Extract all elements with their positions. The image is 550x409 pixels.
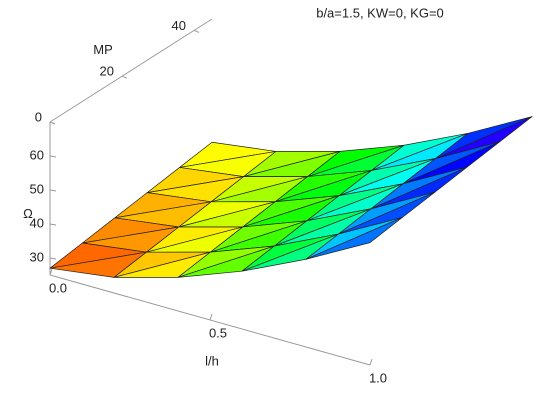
y-tick [121, 75, 128, 79]
z-tick [49, 155, 57, 158]
y-tick-label: 40 [172, 18, 186, 33]
x-tick [209, 313, 213, 321]
z-tick-label: 50 [30, 181, 44, 196]
chart-title: b/a=1.5, KW=0, KG=0 [316, 5, 444, 20]
z-tick [49, 223, 57, 226]
z-axis-label: Ω [23, 206, 33, 221]
z-tick [49, 257, 57, 260]
y-tick-label: 20 [100, 64, 114, 79]
y-tick [193, 29, 200, 33]
x-tick-label: 0.0 [49, 280, 67, 295]
z-tick [49, 189, 57, 192]
y-tick [49, 121, 56, 125]
x-tick-label: 0.5 [209, 325, 227, 340]
x-tick-label: 1.0 [369, 370, 387, 385]
y-tick-label: 0 [35, 109, 42, 124]
x-tick [369, 358, 373, 366]
y-axis [49, 18, 213, 123]
z-tick-label: 40 [30, 215, 44, 230]
surface-facet [305, 217, 403, 260]
z-tick-label: 60 [30, 147, 44, 162]
x-axis-label: l/h [205, 353, 219, 368]
y-axis-label: MP [93, 42, 113, 57]
z-tick-label: 30 [30, 249, 44, 264]
x-tick [49, 268, 53, 276]
